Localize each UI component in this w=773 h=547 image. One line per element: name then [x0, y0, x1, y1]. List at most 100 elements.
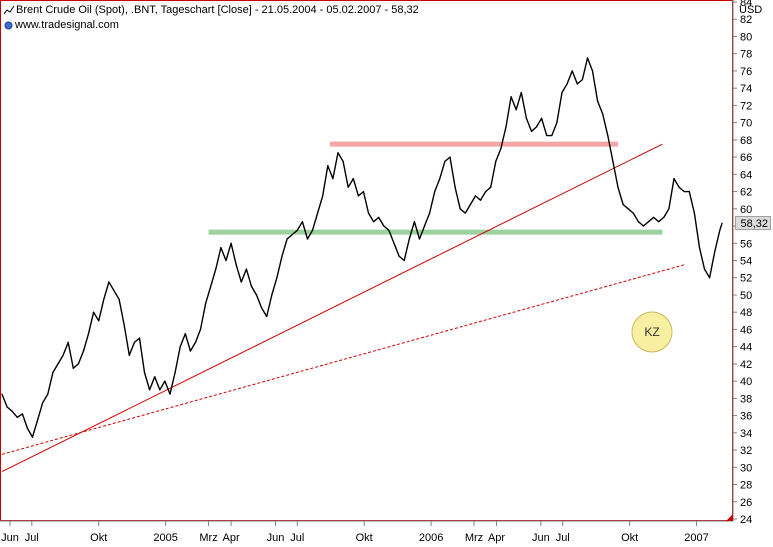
- price-point-111: [566, 83, 568, 85]
- price-point-131: [668, 208, 670, 210]
- price-point-44: [225, 259, 227, 262]
- source-text[interactable]: www.tradesignal.com: [15, 19, 119, 31]
- price-point-123: [627, 208, 629, 210]
- price-point-48: [245, 268, 247, 270]
- price-point-79: [403, 259, 405, 262]
- y-tick-label-26: 26: [740, 497, 752, 509]
- price-point-53: [271, 294, 273, 296]
- y-tick-label-66: 66: [740, 152, 752, 164]
- price-point-100: [510, 96, 512, 98]
- price-point-23: [118, 298, 120, 300]
- price-point-7: [37, 419, 39, 421]
- price-point-21: [108, 281, 110, 283]
- price-point-36: [184, 333, 186, 335]
- chart-title: Brent Crude Oil (Spot), .BNT, Tageschart…: [4, 4, 419, 17]
- price-point-27: [138, 337, 141, 339]
- price-point-59: [301, 221, 303, 223]
- price-point-26: [133, 341, 135, 343]
- price-point-0: [1, 393, 3, 395]
- price-point-33: [169, 393, 171, 395]
- price-point-84: [429, 212, 431, 214]
- price-point-119: [607, 134, 609, 137]
- price-point-11: [57, 363, 59, 365]
- price-point-62: [317, 212, 319, 214]
- price-point-122: [622, 203, 624, 206]
- line-chart-icon: [4, 5, 14, 15]
- price-point-25: [128, 354, 130, 356]
- price-point-86: [439, 178, 441, 180]
- price-point-63: [322, 195, 324, 197]
- y-tick-label-34: 34: [740, 428, 752, 440]
- y-tick-label-60: 60: [740, 204, 752, 216]
- y-tick-label-74: 74: [740, 83, 752, 95]
- x-tick-label-4: Mrz: [199, 532, 217, 544]
- price-point-42: [215, 268, 217, 270]
- price-point-125: [637, 221, 639, 223]
- y-tick-label-52: 52: [740, 273, 752, 285]
- price-point-9: [47, 393, 49, 395]
- price-point-47: [240, 281, 242, 283]
- y-tick-label-56: 56: [740, 238, 752, 250]
- y-tick-label-30: 30: [740, 462, 752, 474]
- price-point-113: [576, 83, 578, 85]
- price-point-64: [327, 165, 329, 167]
- price-point-49: [250, 285, 253, 287]
- price-point-73: [373, 221, 375, 223]
- x-tick-label-11: Apr: [488, 532, 505, 544]
- price-point-8: [42, 402, 44, 404]
- globe-icon: [4, 21, 13, 30]
- price-point-14: [72, 367, 74, 369]
- price-point-128: [653, 216, 655, 219]
- price-point-46: [235, 264, 237, 266]
- x-tick-label-0: Jun: [1, 532, 19, 544]
- price-point-65: [332, 178, 334, 180]
- price-point-17: [87, 333, 90, 335]
- price-point-85: [434, 190, 436, 193]
- price-point-118: [602, 113, 604, 115]
- price-point-132: [673, 178, 675, 180]
- price-point-127: [647, 221, 650, 223]
- dashed-trendline-3: [1, 264, 685, 455]
- price-point-18: [93, 311, 95, 313]
- price-point-106: [541, 117, 543, 119]
- price-point-37: [189, 350, 191, 352]
- y-tick-label-24: 24: [740, 514, 752, 526]
- price-point-2: [11, 410, 13, 412]
- resize-corner-icon[interactable]: [726, 514, 733, 521]
- kz-badge-label: KZ: [644, 325, 660, 339]
- y-tick-label-46: 46: [740, 324, 752, 336]
- price-point-5: [26, 427, 29, 430]
- price-point-102: [520, 91, 522, 94]
- trendline-2: [1, 143, 663, 473]
- price-point-139: [709, 277, 711, 279]
- price-point-126: [642, 225, 645, 227]
- price-point-57: [291, 234, 293, 236]
- price-point-103: [525, 117, 527, 119]
- x-tick-label-2: Okt: [90, 532, 107, 544]
- price-point-19: [98, 320, 100, 322]
- price-point-107: [546, 134, 548, 137]
- last-value-badge: 58,32: [735, 216, 771, 231]
- price-point-3: [16, 416, 18, 418]
- price-point-109: [556, 122, 558, 124]
- price-point-38: [194, 341, 197, 343]
- price-point-138: [703, 268, 706, 270]
- price-point-110: [561, 91, 563, 94]
- price-point-98: [500, 147, 502, 150]
- y-tick-label-82: 82: [740, 14, 752, 26]
- y-tick-label-70: 70: [740, 118, 752, 130]
- price-point-12: [62, 354, 64, 356]
- price-point-24: [123, 324, 125, 326]
- price-point-124: [632, 212, 634, 214]
- price-point-99: [505, 126, 507, 128]
- price-point-81: [413, 221, 415, 223]
- price-point-15: [77, 363, 79, 365]
- price-point-130: [663, 216, 665, 219]
- price-point-6: [31, 436, 34, 438]
- kz-badge-circle[interactable]: [631, 311, 673, 353]
- price-point-136: [693, 212, 695, 214]
- x-tick-label-12: Jun: [532, 532, 550, 544]
- price-point-116: [591, 70, 594, 72]
- x-tick-label-3: 2005: [153, 532, 177, 544]
